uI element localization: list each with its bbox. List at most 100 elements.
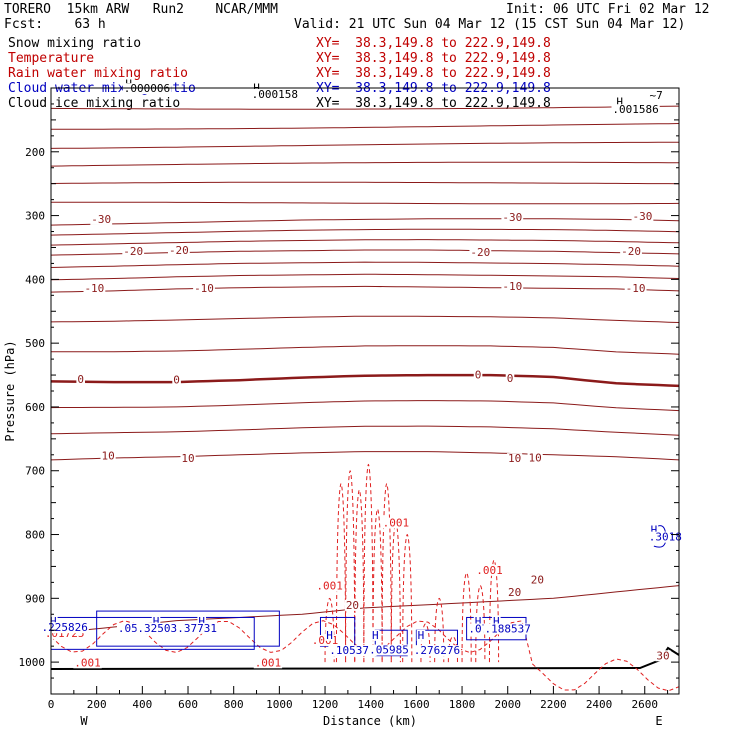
temperature-label: -30 — [502, 211, 522, 224]
cloud-ice-label: H — [616, 96, 623, 109]
cloud-water-label-bg — [197, 615, 207, 627]
cloud-water-label: .188537 — [485, 622, 531, 635]
temperature-label: 20 — [531, 573, 544, 586]
temperature-label-bg — [505, 372, 515, 384]
field-name-temperature: Temperature — [8, 51, 95, 66]
x-tick-label: 1400 — [357, 698, 384, 711]
east-label: E — [655, 714, 662, 728]
x-tick-label: 1000 — [266, 698, 293, 711]
isotherm--30 — [50, 218, 680, 226]
rain-label: .001 — [74, 656, 101, 669]
cloud-water-label: .05985 — [369, 644, 409, 657]
isotherm — [50, 315, 680, 323]
cloud-water-label: H — [198, 615, 205, 628]
x-tick-label: 0 — [48, 698, 55, 711]
isotherm--20 — [50, 249, 680, 256]
rain-contour — [372, 508, 383, 663]
rain-contour — [402, 534, 413, 663]
temperature-label-bg — [620, 245, 642, 257]
field-xy-snow: XY= 38.3,149.8 to 222.9,149.8 — [316, 36, 551, 51]
temperature-label: -30 — [633, 210, 653, 223]
temperature-label: -20 — [123, 245, 143, 258]
temperature-label-bg — [90, 213, 113, 225]
isotherm — [50, 141, 679, 149]
y-tick-label: 200 — [25, 146, 45, 159]
temperature-label-bg — [529, 574, 546, 586]
y-tick-label: 1000 — [19, 656, 46, 669]
cloud-water-label-bg — [176, 622, 218, 634]
rain-label: .001 — [255, 656, 282, 669]
cloud-water-label: .37731 — [177, 622, 217, 635]
temperature-label-bg — [122, 245, 145, 257]
temperature-label-bg — [83, 282, 106, 294]
isotherm — [50, 425, 680, 436]
rain-label-bg — [253, 657, 283, 669]
y-tick-label: 600 — [25, 401, 45, 414]
cloud-water-label: .276276 — [414, 644, 460, 657]
temperature-label: -10 — [626, 282, 646, 295]
temperature-label-bg — [655, 650, 671, 662]
cloud-water-label-bg — [412, 645, 462, 657]
isotherm — [50, 161, 679, 167]
x-tick-label: 2000 — [494, 698, 521, 711]
rain-contour — [335, 482, 347, 663]
cloud-water-label: H — [50, 615, 57, 628]
cloud-water-label-bg — [416, 629, 426, 641]
rain-label-bg — [310, 634, 340, 646]
cloud-water-label-bg — [483, 623, 532, 635]
cloud-ice-label-bg — [250, 88, 299, 100]
y-tick-label: 500 — [25, 337, 45, 350]
cloud-ice-label-bg — [122, 83, 172, 95]
cloud-water-contour — [374, 629, 408, 657]
cloud-water-label-bg — [151, 615, 161, 627]
cloud-water-label-bg — [48, 615, 58, 627]
cloud-water-label: .105372 — [329, 644, 375, 657]
temperature-label: 0 — [173, 374, 180, 387]
isotherm — [50, 105, 680, 110]
temperature-label: -20 — [621, 245, 641, 258]
temperature-label: 10 — [181, 452, 194, 465]
rain-label: .001 — [476, 564, 503, 577]
x-axis-label: Distance (km) — [323, 714, 417, 728]
valid-time: Valid: 21 UTC Sun 04 Mar 12 (15 CST Sun … — [294, 17, 686, 32]
isotherm — [50, 400, 680, 412]
isotherm--10 — [50, 285, 680, 293]
x-tick-label: 600 — [178, 698, 198, 711]
rain-contour — [381, 482, 392, 663]
cloud-water-label-bg — [649, 524, 659, 536]
cloud-water-label: .3018 — [649, 531, 682, 544]
forecast-hour: Fcst: 63 h — [4, 17, 106, 32]
cloud-water-label-bg — [647, 531, 683, 543]
cloud-ice-label: ~7 — [650, 89, 663, 102]
cloud-water-contour — [96, 610, 280, 647]
rain-contour — [324, 597, 335, 663]
temperature-label-bg — [344, 599, 361, 611]
isotherm — [50, 261, 680, 268]
temperature-label: -10 — [502, 280, 522, 293]
rain-contour — [390, 521, 401, 663]
cloud-water-label-bg — [368, 644, 410, 656]
y-axis-label: Pressure (hPa) — [3, 340, 17, 441]
isotherm-10 — [50, 451, 680, 461]
rain-label-bg — [381, 517, 411, 529]
temperature-label-bg — [501, 212, 524, 224]
isotherm — [51, 345, 680, 355]
x-tick-label: 1800 — [449, 698, 476, 711]
rain-label: .001 — [383, 517, 410, 530]
temperature-label-bg — [527, 452, 543, 464]
rain-contour — [475, 585, 486, 663]
rain-contour — [434, 597, 445, 663]
temperature-label-bg — [631, 210, 654, 222]
temperature-label-bg — [473, 369, 483, 381]
isotherm — [50, 239, 680, 246]
cloud-ice-label-bg — [648, 90, 664, 102]
cloud-water-label-bg — [328, 645, 377, 657]
y-tick-label: 700 — [25, 465, 45, 478]
temperature-label: -20 — [470, 246, 490, 259]
cloud-water-label: .325030 — [137, 622, 183, 635]
temperature-label: 30 — [656, 649, 669, 662]
cloud-water-label-bg — [40, 622, 89, 634]
init-time: Init: 06 UTC Fri 02 Mar 12 — [506, 2, 710, 17]
isotherm — [50, 201, 680, 205]
